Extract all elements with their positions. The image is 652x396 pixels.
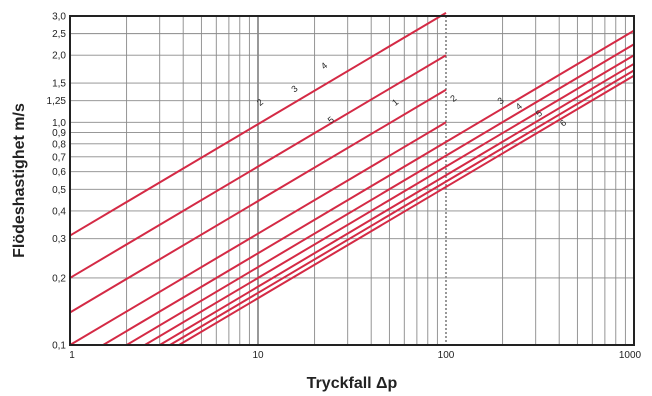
x-tick-label: 1	[69, 350, 75, 361]
y-tick-label: 2,5	[52, 29, 66, 40]
series-label-9: 5	[534, 108, 544, 119]
x-tick-label: 1000	[619, 350, 642, 361]
x-axis-title: Tryckfall Δp	[307, 375, 398, 392]
grid	[70, 16, 634, 345]
series-label-10: 6	[558, 117, 568, 128]
y-tick-label: 3,0	[52, 12, 66, 23]
y-tick-label: 0,7	[52, 152, 66, 163]
series-line-5	[102, 29, 635, 346]
y-tick-label: 1,25	[47, 96, 67, 107]
series-label-8: 4	[514, 101, 524, 112]
y-tick-label: 0,8	[52, 139, 66, 150]
series-label-3: 4	[319, 60, 329, 71]
series-label-5: 1	[390, 97, 400, 108]
series-label-1: 2	[255, 97, 265, 108]
tick-labels: 1 10 100 1000 0,1 0,2 0,3 0,4 0,5 0,6 0,7 0,80,91,0…	[47, 12, 642, 362]
y-tick-label: 2,0	[52, 51, 66, 62]
series-label-2: 3	[289, 83, 299, 94]
y-tick-label: 0,5	[52, 185, 66, 196]
x-tick-label: 100	[438, 350, 455, 361]
y-tick-label: 0,9	[52, 128, 66, 139]
y-tick-label: 0,4	[52, 206, 66, 217]
series-line-2	[69, 54, 447, 279]
y-tick-label: 1,0	[52, 118, 66, 129]
y-tick-label: 0,6	[52, 167, 66, 178]
y-tick-label: 0,3	[52, 234, 66, 245]
series-line-7	[144, 54, 635, 346]
series-label-6: 2	[448, 93, 458, 104]
series-line-10	[178, 74, 635, 346]
y-axis-title: Flödeshastighet m/s	[11, 103, 28, 258]
y-tick-label: 1,5	[52, 79, 66, 90]
series-line-4	[69, 121, 447, 346]
series-line-6	[126, 43, 635, 346]
series-label-7: 3	[496, 95, 506, 106]
series-line-3	[69, 88, 447, 314]
y-tick-label: 0,2	[52, 273, 66, 284]
x-tick-label: 10	[252, 350, 264, 361]
series-line-9	[169, 69, 635, 346]
series-line-8	[159, 62, 635, 346]
series-lines	[69, 11, 635, 346]
plot-frame	[69, 15, 635, 346]
y-tick-label: 0,1	[52, 341, 66, 352]
series-label-4: 5	[326, 115, 336, 126]
series-line-1	[69, 11, 447, 237]
